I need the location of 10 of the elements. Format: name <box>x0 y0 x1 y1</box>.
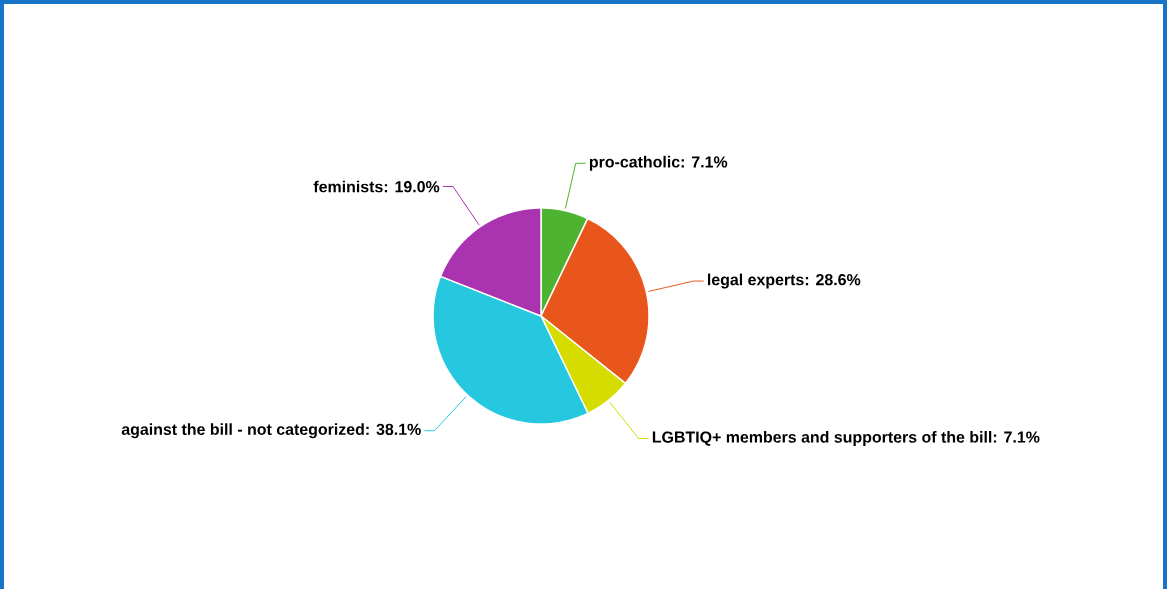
slice-label: feminists <box>313 180 383 193</box>
slice-label: legal experts <box>707 273 804 289</box>
data-label: : 28.6% <box>805 274 861 286</box>
data-label: : 38.1% <box>366 423 421 435</box>
data-label: : 7.1% <box>681 156 728 168</box>
slice-label: against the bill - not categorized <box>121 423 364 439</box>
slice-label: pro-catholic <box>589 155 680 171</box>
data-label: : 7.1% <box>993 431 1040 443</box>
slice-label: LGBTIQ+ members and supporters of the bill <box>652 431 992 446</box>
data-label: : 19.0% <box>384 181 440 193</box>
